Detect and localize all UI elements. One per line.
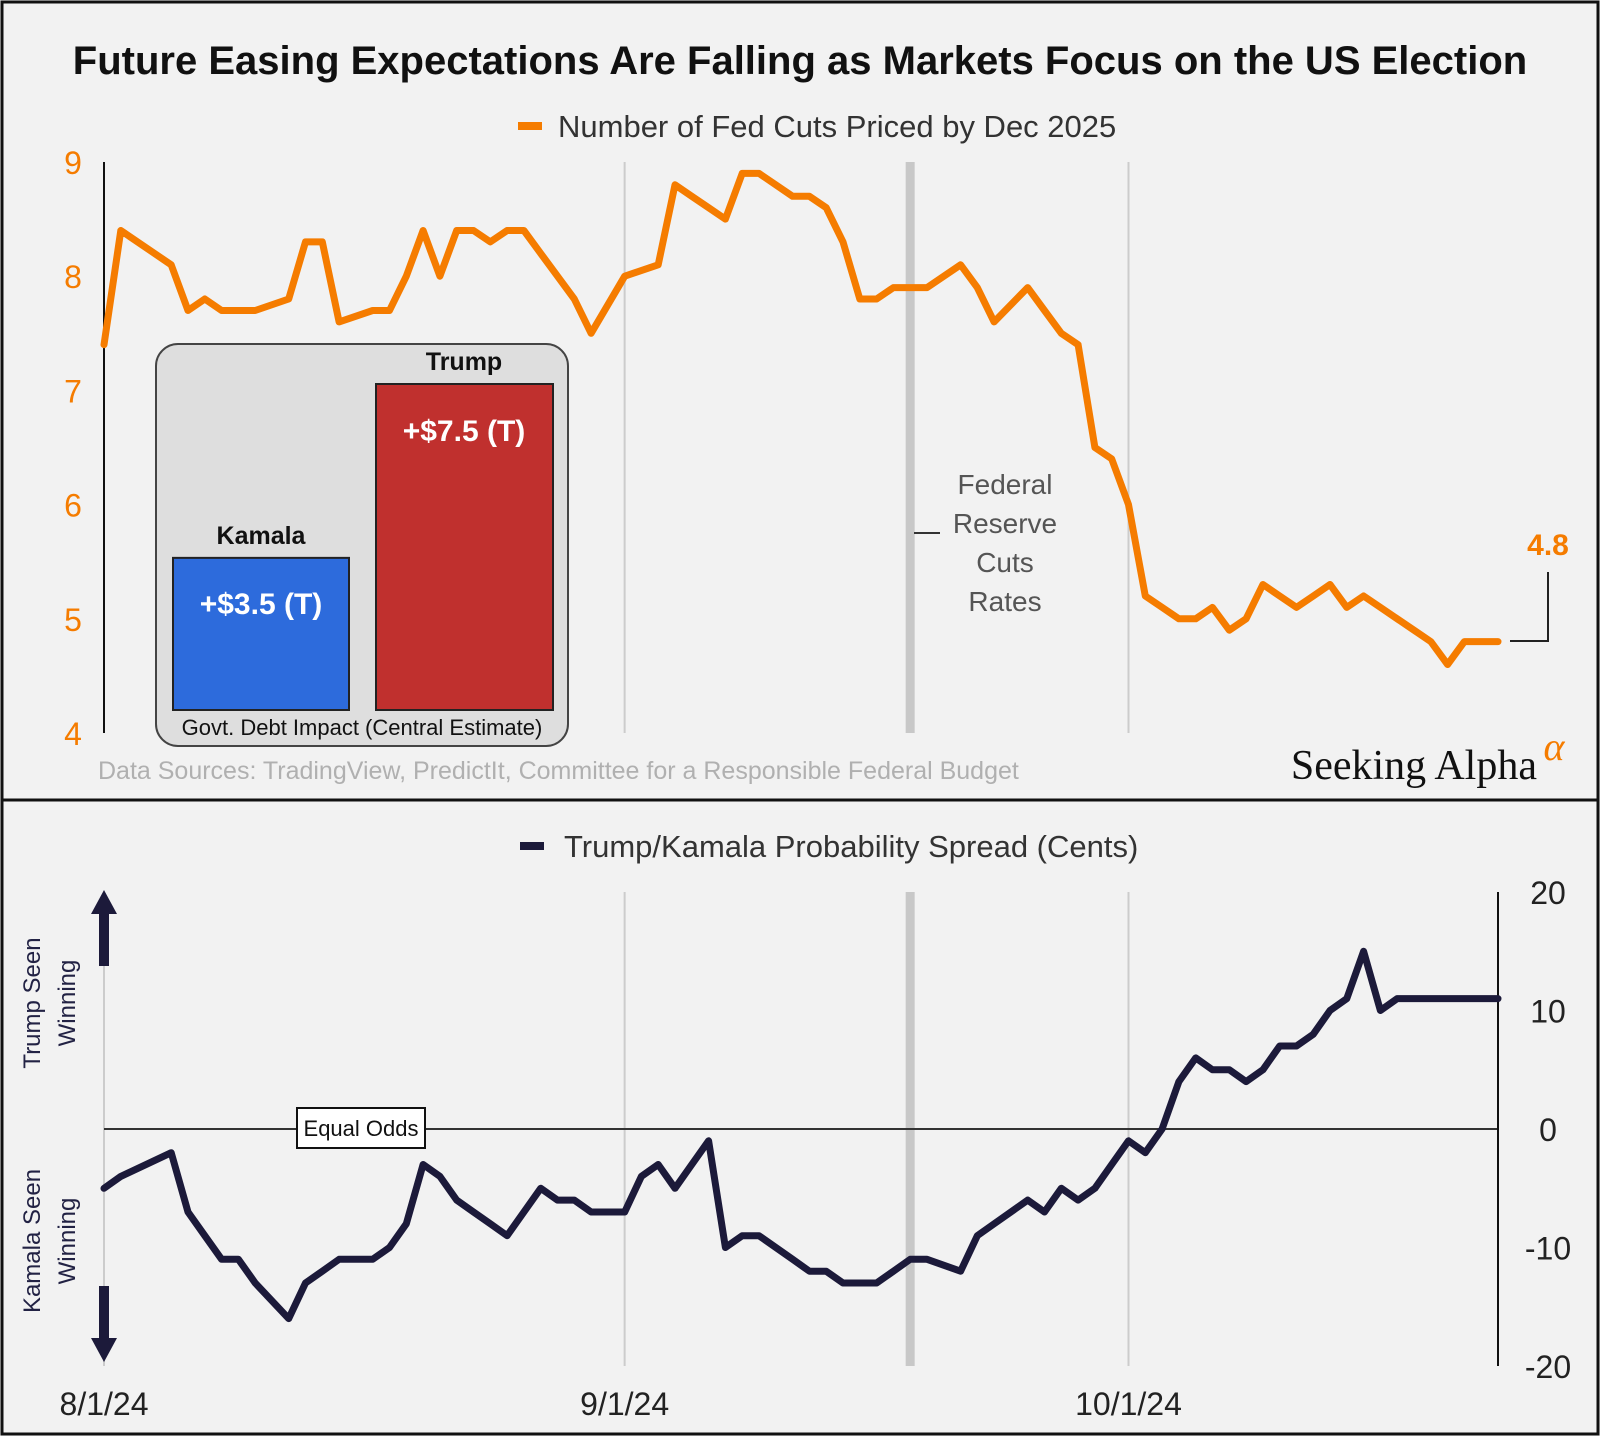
fed-annotation-line-3: Cuts [976, 547, 1034, 578]
kamala-side-label-line-1: Kamala Seen [19, 1169, 46, 1313]
probability-spread-series-line [100, 947, 1502, 1323]
bottom-y-ticks: -20 -10 0 10 20 [1525, 875, 1571, 1385]
fed-annotation-line-4: Rates [968, 586, 1041, 617]
trump-bar-value-label: +$7.5 (T) [403, 415, 526, 448]
bottom-ytick--10: -10 [1525, 1231, 1571, 1267]
kamala-bar-category: Kamala [217, 522, 307, 550]
bottom-legend-label: Trump/Kamala Probability Spread (Cents) [564, 829, 1138, 864]
trump-bar [375, 383, 554, 711]
fed-cuts-series-line [100, 169, 1502, 668]
x-tick-2: 10/1/24 [1075, 1386, 1182, 1422]
x-tick-0: 8/1/24 [60, 1386, 149, 1422]
trump-side-label-line-1: Trump Seen [19, 937, 46, 1068]
debt-impact-inset: Kamala Trump +$3.5 (T) +$7.5 (T) Govt. D… [155, 343, 569, 747]
trump-up-arrow-icon [91, 890, 117, 966]
trump-side-label-line-2: Winning [54, 960, 81, 1047]
top-ytick-6: 6 [64, 488, 82, 524]
bottom-ytick-0: 0 [1539, 1112, 1557, 1148]
brand-logo: Seeking Alpha [1291, 743, 1537, 789]
x-tick-1: 9/1/24 [580, 1386, 669, 1422]
kamala-bar [172, 556, 350, 711]
top-ytick-7: 7 [64, 373, 82, 409]
last-value-label: 4.8 [1527, 529, 1569, 562]
bottom-ytick--20: -20 [1525, 1349, 1571, 1385]
top-legend-swatch [518, 122, 542, 130]
data-sources: Data Sources: TradingView, PredictIt, Co… [98, 757, 1019, 785]
top-ytick-8: 8 [64, 259, 82, 295]
inset-title: Govt. Debt Impact (Central Estimate) [182, 715, 543, 740]
equal-odds-box [296, 1107, 426, 1149]
fed-cut-annotation: Federal Reserve Cuts Rates [914, 469, 1057, 617]
top-legend-label: Number of Fed Cuts Priced by Dec 2025 [558, 109, 1116, 144]
bottom-ytick-10: 10 [1530, 994, 1566, 1030]
trump-bar-category: Trump [426, 348, 502, 376]
top-y-ticks: 4 5 6 7 8 9 [64, 145, 82, 752]
top-ytick-5: 5 [64, 602, 82, 638]
x-axis-ticks: 8/1/24 9/1/24 10/1/24 [60, 1386, 1182, 1422]
fed-annotation-line-2: Reserve [953, 508, 1057, 539]
fed-annotation-line-1: Federal [958, 469, 1053, 500]
kamala-down-arrow-icon [91, 1286, 117, 1362]
top-ytick-4: 4 [64, 716, 82, 752]
bottom-legend-swatch [520, 842, 544, 850]
equal-odds-label: Equal Odds [304, 1116, 419, 1141]
kamala-side-label-line-2: Winning [54, 1198, 81, 1285]
brand-alpha-icon: α [1544, 724, 1566, 769]
kamala-bar-value-label: +$3.5 (T) [200, 588, 323, 621]
chart-title: Future Easing Expectations Are Falling a… [73, 39, 1527, 83]
bottom-ytick-20: 20 [1530, 875, 1566, 911]
bottom-panel-frame [0, 798, 1600, 1436]
top-ytick-9: 9 [64, 145, 82, 181]
top-gridlines [103, 162, 1130, 733]
last-value-leader [1510, 572, 1549, 642]
